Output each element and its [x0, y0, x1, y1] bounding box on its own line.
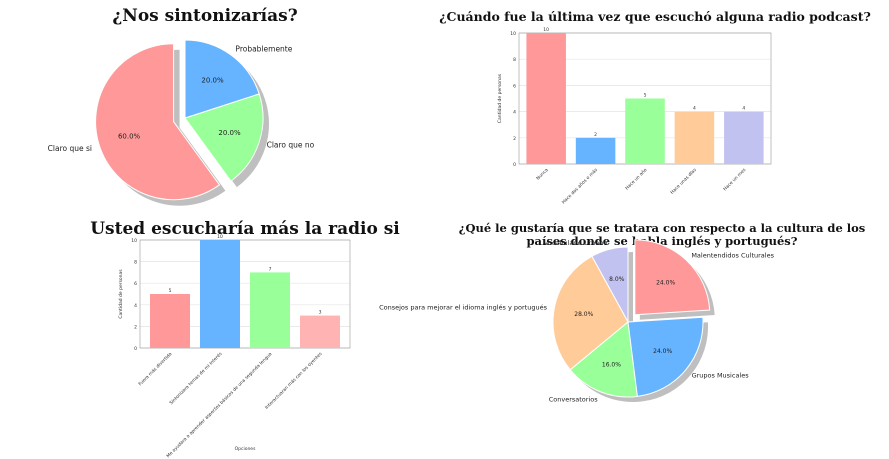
x-tick-label: Nunca	[535, 167, 550, 182]
bar	[250, 272, 290, 348]
pie-slice	[634, 239, 711, 316]
bar-value-label: 7	[269, 266, 272, 272]
bar	[724, 111, 764, 164]
bar-value-label: 5	[169, 288, 172, 294]
bar	[150, 294, 190, 348]
pie-slice	[184, 93, 264, 182]
bar-value-label: 5	[644, 93, 647, 99]
chart1-title: ¿Nos sintonizarías?	[112, 6, 298, 26]
bar-chart-3: 0 2 4 6 8 10 Cantidad de personas Opciones 5 Fuer…	[118, 234, 351, 459]
pie-slice	[95, 43, 221, 201]
y-tick-label: 2	[134, 324, 137, 330]
x-tick-label: Sintonizara temas de mi interés	[168, 350, 224, 406]
pie-category-label: Probablemente	[235, 45, 292, 54]
x-tick-label: Hace un mes	[722, 167, 748, 193]
y-tick-label: 8	[134, 260, 137, 266]
x-axis-label: Opciones	[235, 446, 256, 452]
bar	[674, 111, 715, 164]
chart4-title: ¿Qué le gustaría que se tratara con resp…	[458, 221, 866, 248]
bar-value-label: 4	[693, 106, 696, 112]
y-tick-label: 10	[510, 31, 516, 37]
y-tick-label: 10	[131, 238, 137, 244]
x-tick-label: Hace un año	[624, 167, 648, 191]
y-tick-label: 0	[513, 162, 516, 168]
x-tick-label: Fuera más divertida	[137, 350, 174, 387]
y-tick-label: 6	[134, 281, 137, 287]
bar	[625, 98, 665, 164]
pie-chart-1: 60.0% Claro que si 20.0% Claro que no 20.0% P…	[48, 39, 315, 206]
bar	[200, 240, 240, 348]
pie-percent-label: 20.0%	[218, 129, 241, 137]
bar-value-label: 3	[319, 310, 322, 316]
pie-slice	[627, 316, 704, 397]
bar-value-label: 10	[543, 27, 549, 33]
pie-category-label: Conversatorios	[549, 396, 599, 404]
y-tick-label: 4	[134, 303, 137, 309]
chart2-title: ¿Cuándo fue la última vez que escuchó al…	[439, 9, 871, 24]
pie-percent-label: 24.0%	[653, 348, 672, 355]
pie-category-label: Vocabulario Urbano	[544, 239, 608, 247]
bar-chart-2: 0 2 4 6 8 10 Cantidad de personas 10 Nunca 2 Hace …	[497, 27, 772, 205]
y-axis-label: Cantidad de personas	[497, 73, 503, 123]
pie-category-label: Claro que no	[267, 141, 315, 150]
y-tick-label: 0	[134, 346, 137, 352]
bar	[526, 33, 566, 164]
y-axis-label: Cantidad de personas	[118, 269, 124, 319]
chart3-title: Usted escucharía más la radio si	[90, 219, 400, 239]
x-tick-label: Hace unas días	[669, 166, 699, 196]
pie-chart-4: 8.0% Vocabulario Urbano 28.0% Consejos para…	[379, 239, 774, 404]
pie-slice	[552, 255, 629, 371]
x-tick-label: Me ayudara a aprender aspectos básicos d…	[165, 350, 274, 459]
bar-value-label: 10	[217, 234, 223, 240]
y-tick-label: 8	[513, 57, 516, 63]
pie-percent-label: 16.0%	[602, 361, 621, 368]
x-tick-label: Interactuaran más con los oyentes	[263, 350, 324, 411]
pie-slice	[184, 39, 260, 119]
pie-category-label: Malentendidos Culturales	[691, 252, 774, 260]
bar	[575, 137, 616, 164]
bar-value-label: 4	[742, 106, 745, 112]
pie-percent-label: 8.0%	[609, 276, 625, 283]
y-tick-label: 6	[513, 83, 516, 89]
pie-percent-label: 28.0%	[574, 311, 593, 318]
pie-category-label: Consejos para mejorar el idioma inglés y…	[379, 304, 547, 312]
pie-category-label: Grupos Musicales	[692, 372, 750, 380]
pie-category-label: Claro que si	[48, 144, 92, 153]
bar-value-label: 2	[594, 132, 597, 138]
pie-percent-label: 24.0%	[656, 279, 675, 286]
pie-percent-label: 20.0%	[201, 77, 224, 85]
y-tick-label: 4	[513, 110, 516, 116]
pie-percent-label: 60.0%	[118, 133, 141, 141]
x-tick-label: Hace dos años o más	[560, 166, 599, 205]
plot-frame	[139, 239, 351, 349]
bar	[300, 315, 340, 348]
pie-slice	[569, 321, 638, 398]
y-tick-label: 2	[513, 136, 516, 142]
